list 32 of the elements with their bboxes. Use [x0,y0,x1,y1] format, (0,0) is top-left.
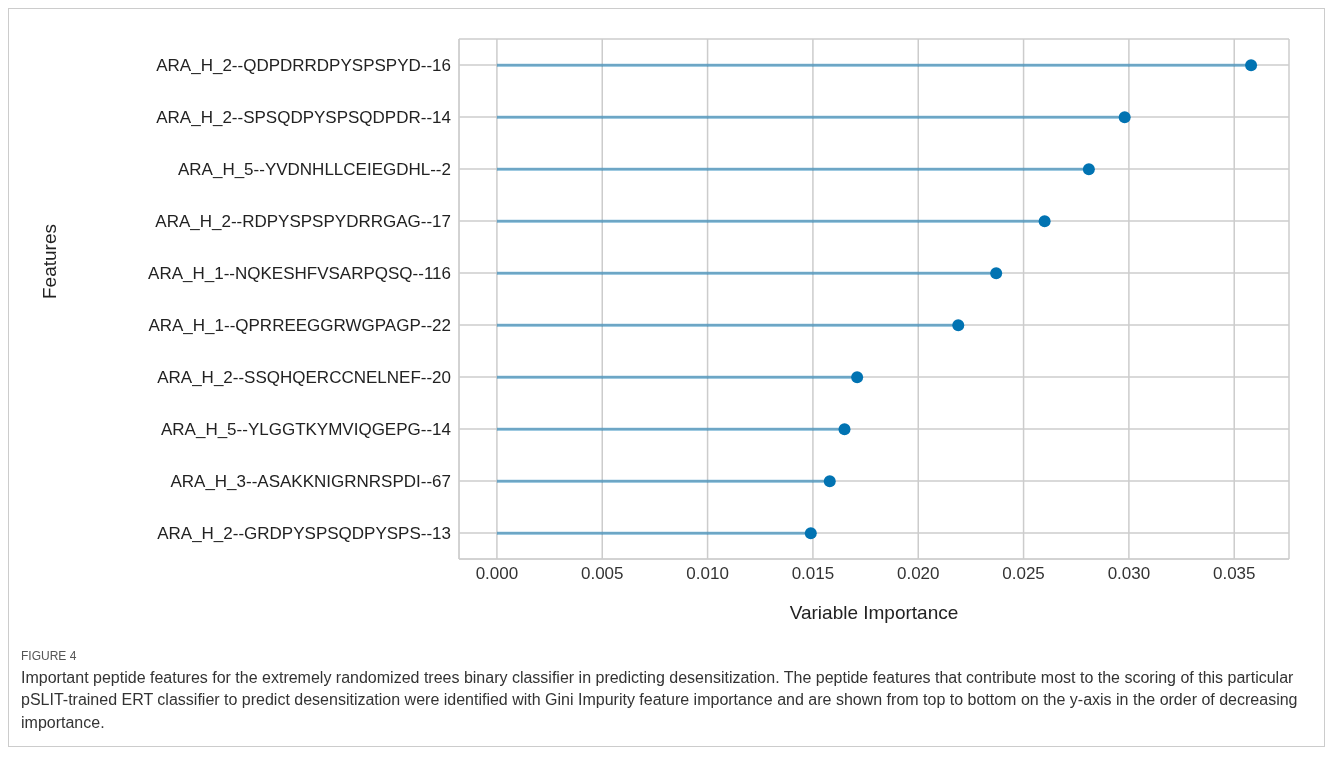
point [1245,59,1258,72]
x-tick-label: 0.030 [1107,564,1151,584]
point [1082,163,1095,176]
x-tick-label: 0.010 [686,564,729,584]
y-tick-label: ARA_H_5--YVDNHLLCEIEGDHL--2 [177,160,451,180]
x-tick-label: 0.015 [791,564,835,584]
y-tick-label: ARA_H_5--YLGGTKYMVIQGEPG--14 [160,420,451,440]
x-tick-label: 0.025 [1002,564,1045,584]
y-tick-label: ARA_H_3--ASAKKNIGRNRSPDI--67 [170,472,451,492]
caption: FIGURE 4 [21,649,78,663]
point [823,475,836,488]
y-tick-label: ARA_H_2--RDPYSPSPYDRRGAG--17 [155,212,451,232]
point [1118,111,1131,124]
x-tick-label: 0.020 [896,564,940,584]
x-axis-title: Variable Importance [789,602,959,623]
x-tick-label: 0.035 [1212,564,1256,584]
point [838,423,851,436]
y-tick-label: ARA_H_2--SSQHQERCCNELNEF--20 [157,368,451,388]
y-tick-label: ARA_H_1--NQKESHFVSARPQSQ--116 [148,264,451,284]
point [1038,215,1051,228]
x-tick-label: 0.005 [580,564,624,584]
x-tick-label: 0.000 [475,564,519,584]
y-tick-label: ARA_H_1--QPRREEGGRWGPAGP--22 [148,316,451,336]
y-tick-label: ARA_H_2--QDPDRRDPYSPSPYD--16 [156,56,451,76]
y-axis-title: Features [38,224,60,299]
y-tick-label: ARA_H_2--GRDPYSPSQDPYSPS--13 [157,524,451,544]
point [804,527,817,540]
point [990,267,1003,280]
text: Important peptide features for the extremely randomized trees binary classifier in predicting desensitization. The peptide features that contribute most to the scoring of this particular pSLIT-trained ERT classifier to predict desensitization were identified with Gini Impurity feature importance and are shown from top to bottom on the y-axis in the order of decreasing importance. [21,668,1299,733]
point [851,371,864,384]
y-tick-label: ARA_H_2--SPSQDPYSPSQDPDR--14 [156,108,451,128]
point [952,319,965,332]
